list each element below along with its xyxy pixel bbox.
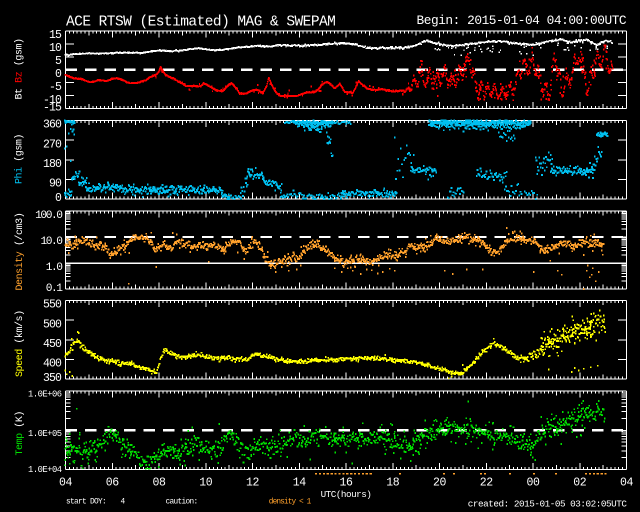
svg-text:1.0E+04: 1.0E+04 <box>28 465 62 475</box>
svg-text:5: 5 <box>55 55 62 68</box>
svg-text:(gsm): (gsm) <box>14 134 26 162</box>
svg-text:0: 0 <box>55 68 62 81</box>
svg-text:created: 2015-01-05 03:02:05UT: created: 2015-01-05 03:02:05UTC <box>468 499 628 510</box>
svg-text:06: 06 <box>106 477 120 490</box>
svg-text:start DOY:: start DOY: <box>66 499 106 507</box>
svg-text:10: 10 <box>49 42 62 55</box>
svg-text:1.0E+05: 1.0E+05 <box>28 429 62 439</box>
svg-text:100.0: 100.0 <box>35 210 63 222</box>
svg-text:14: 14 <box>293 477 307 490</box>
svg-text:1.0: 1.0 <box>46 262 64 274</box>
svg-text:04: 04 <box>59 477 73 490</box>
svg-text:15: 15 <box>49 29 62 42</box>
svg-text:-10: -10 <box>43 94 62 107</box>
svg-text:18: 18 <box>386 477 400 490</box>
svg-text:(gsm): (gsm) <box>14 38 26 66</box>
svg-text:4: 4 <box>121 499 126 507</box>
svg-text:180: 180 <box>43 158 62 171</box>
svg-text:Temp: Temp <box>15 433 26 456</box>
svg-text:22: 22 <box>480 477 494 490</box>
svg-text:90: 90 <box>49 178 62 191</box>
svg-text:500: 500 <box>43 318 62 331</box>
svg-text:16: 16 <box>339 477 353 490</box>
svg-text:Phi: Phi <box>14 167 26 184</box>
svg-text:1.0E+06: 1.0E+06 <box>28 390 62 400</box>
svg-text:10: 10 <box>199 477 213 490</box>
svg-text:20: 20 <box>433 477 447 490</box>
svg-text:400: 400 <box>43 358 62 371</box>
svg-text:270: 270 <box>43 138 62 151</box>
svg-text:04: 04 <box>620 477 634 490</box>
svg-text:(K): (K) <box>14 411 26 428</box>
svg-text:08: 08 <box>152 477 166 490</box>
svg-text:360: 360 <box>43 119 62 132</box>
svg-text:Begin: 2015-01-04 04:00:00UTC: Begin: 2015-01-04 04:00:00UTC <box>417 13 627 28</box>
svg-text:(/cm3): (/cm3) <box>14 213 26 246</box>
svg-text:00: 00 <box>526 477 540 490</box>
svg-text:ACE RTSW (Estimated) MAG & SWE: ACE RTSW (Estimated) MAG & SWEPAM <box>66 14 335 30</box>
svg-text:0: 0 <box>55 192 62 205</box>
svg-text:Density: Density <box>14 251 26 290</box>
svg-text:-15: -15 <box>43 102 62 115</box>
svg-text:Speed: Speed <box>14 349 26 377</box>
svg-text:350: 350 <box>43 372 62 385</box>
svg-text:450: 450 <box>43 338 62 351</box>
svg-text:12: 12 <box>246 477 260 490</box>
svg-text:0.1: 0.1 <box>46 283 64 295</box>
svg-text:-5: -5 <box>49 81 62 94</box>
svg-text:550: 550 <box>43 299 62 312</box>
svg-text:Bt: Bt <box>15 88 26 99</box>
svg-text:02: 02 <box>573 477 587 490</box>
svg-text:(km/s): (km/s) <box>14 310 26 343</box>
svg-text:Bz: Bz <box>15 71 26 83</box>
svg-text:density < 1: density < 1 <box>269 499 312 507</box>
svg-text:10.0: 10.0 <box>40 236 63 248</box>
svg-text:UTC(hours): UTC(hours) <box>321 489 372 500</box>
svg-text:caution:: caution: <box>166 499 198 507</box>
